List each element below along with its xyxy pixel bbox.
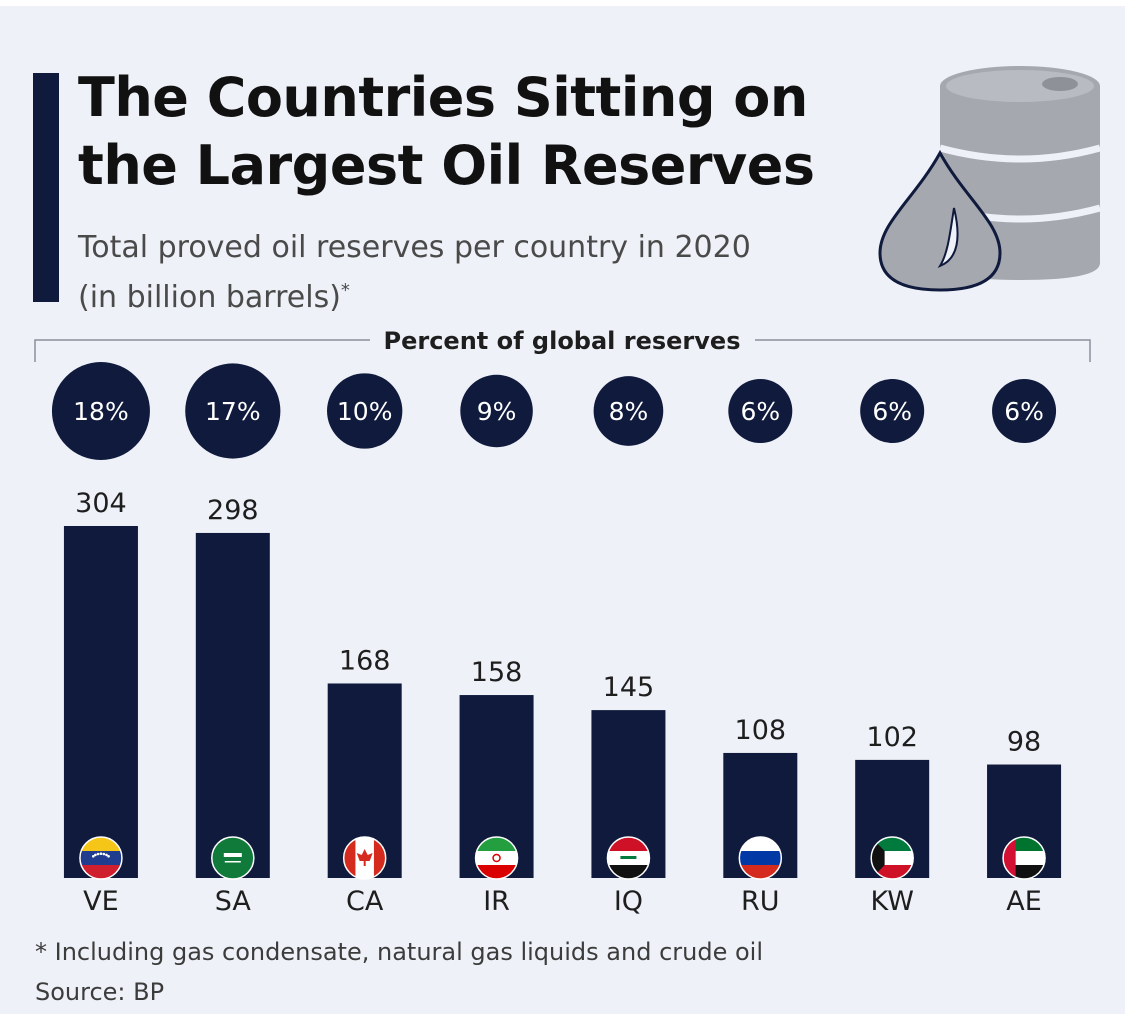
share-circle-ve xyxy=(51,362,150,460)
category-label-iq: IQ xyxy=(614,886,643,917)
value-label-sa: 298 xyxy=(207,495,259,526)
subtitle-unit: (in billion barrels) xyxy=(78,280,341,315)
share-circle-ca xyxy=(327,373,403,449)
subtitle-footnote-mark: * xyxy=(340,280,350,301)
title-accent-bar xyxy=(33,73,59,302)
percent-bracket xyxy=(34,339,1091,362)
share-label-ae: 6% xyxy=(1004,397,1044,426)
iraq-flag-icon xyxy=(606,836,651,880)
value-label-ir: 158 xyxy=(471,657,523,688)
category-label-ve: VE xyxy=(83,886,119,917)
kuwait-flag-icon xyxy=(870,836,914,880)
chart-subtitle-line-2: (in billion barrels)* xyxy=(78,269,878,319)
chart-subtitle-line-1: Total proved oil reserves per country in… xyxy=(78,230,751,265)
share-label-ir: 9% xyxy=(477,397,517,426)
bar-ve xyxy=(63,526,138,878)
share-label-ru: 6% xyxy=(740,397,780,426)
oil-barrel-drop-icon xyxy=(878,66,1100,292)
category-label-ae: AE xyxy=(1006,886,1042,917)
chart-title-line-2: the Largest Oil Reserves xyxy=(78,134,815,197)
footnote: * Including gas condensate, natural gas … xyxy=(35,932,763,1012)
chart-title-line-1: The Countries Sitting on xyxy=(78,66,808,129)
share-label-kw: 6% xyxy=(872,397,912,426)
venezuela-flag-icon xyxy=(79,836,123,880)
share-circle-ir xyxy=(460,374,533,448)
share-circle-kw xyxy=(860,379,925,443)
share-label-ca: 10% xyxy=(337,397,393,426)
chart-subtitle: Total proved oil reserves per country in… xyxy=(78,226,878,319)
footnote-note: * Including gas condensate, natural gas … xyxy=(35,938,763,966)
share-label-sa: 17% xyxy=(205,397,261,426)
chart-title: The Countries Sitting on the Largest Oil… xyxy=(78,64,908,200)
russia-flag-icon xyxy=(738,836,783,880)
share-label-iq: 8% xyxy=(609,397,649,426)
share-label-ve: 18% xyxy=(73,397,129,426)
value-label-iq: 145 xyxy=(603,672,655,703)
category-label-ru: RU xyxy=(741,886,780,917)
saudi-arabia-flag-icon xyxy=(211,836,255,880)
value-label-ve: 304 xyxy=(75,488,127,519)
value-label-ru: 108 xyxy=(735,715,787,746)
value-label-ae: 98 xyxy=(1007,727,1041,758)
category-label-ir: IR xyxy=(483,886,510,917)
share-circle-sa xyxy=(185,363,281,459)
canada-flag-icon xyxy=(342,836,387,880)
share-circle-ae xyxy=(992,379,1057,443)
value-label-ca: 168 xyxy=(339,645,391,676)
share-circle-ru xyxy=(728,379,793,443)
category-label-sa: SA xyxy=(215,886,252,917)
category-label-kw: KW xyxy=(870,886,913,917)
share-circle-iq xyxy=(593,376,664,446)
value-label-kw: 102 xyxy=(866,722,918,753)
iran-flag-icon xyxy=(474,836,519,880)
footnote-source: Source: BP xyxy=(35,978,165,1006)
percent-title: Percent of global reserves xyxy=(384,327,741,355)
category-label-ca: CA xyxy=(346,886,384,917)
bar-sa xyxy=(195,532,270,878)
uae-flag-icon xyxy=(1002,836,1046,880)
top-frame xyxy=(0,0,1125,6)
